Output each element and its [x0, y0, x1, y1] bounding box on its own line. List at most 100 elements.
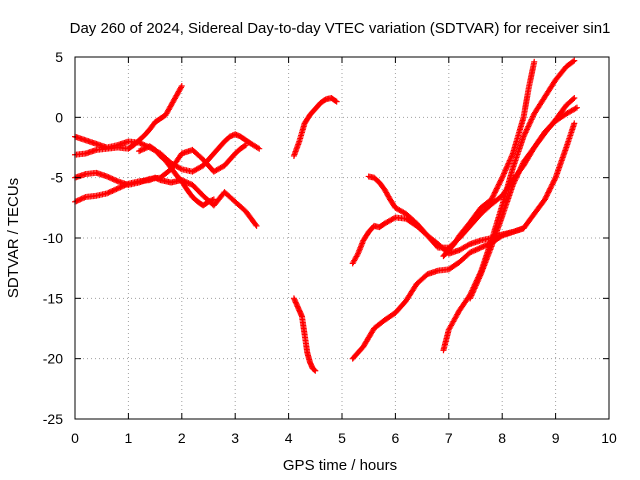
- data-point: [547, 185, 554, 192]
- data-point: [73, 198, 80, 205]
- series-arc-1: [72, 82, 185, 158]
- data-point: [471, 247, 478, 254]
- data-point: [206, 198, 213, 205]
- data-point: [124, 181, 131, 188]
- data-point: [109, 175, 116, 182]
- data-point: [104, 190, 111, 197]
- data-point: [148, 176, 155, 183]
- data-point: [120, 183, 127, 190]
- data-point: [570, 58, 577, 65]
- data-point: [209, 196, 216, 203]
- data-point: [112, 186, 119, 193]
- data-point: [542, 195, 549, 202]
- data-point: [117, 184, 124, 191]
- data-point: [77, 196, 84, 203]
- data-point: [112, 177, 119, 184]
- data-point: [551, 176, 558, 183]
- series-arc-9: [349, 120, 578, 362]
- x-tick-label: 6: [392, 430, 400, 446]
- series-arc-7: [290, 295, 319, 374]
- data-point: [106, 189, 113, 196]
- data-point: [254, 144, 261, 151]
- data-point: [113, 177, 120, 184]
- x-tick-label: 4: [285, 430, 293, 446]
- data-point: [233, 131, 240, 138]
- data-point: [354, 252, 361, 259]
- y-tick-label: -10: [43, 230, 63, 246]
- data-point: [226, 133, 233, 140]
- data-point: [110, 176, 117, 183]
- data-point: [178, 84, 185, 91]
- data-point: [81, 194, 88, 201]
- data-point: [149, 175, 156, 182]
- data-point: [242, 142, 249, 149]
- data-point: [121, 182, 128, 189]
- y-tick-label: -25: [43, 411, 63, 427]
- data-point: [137, 140, 144, 147]
- axis-ticks: [74, 56, 610, 420]
- data-point: [469, 248, 476, 255]
- data-point: [106, 174, 113, 181]
- series-arc-6: [290, 95, 340, 159]
- data-point: [140, 146, 147, 153]
- data-point: [122, 181, 129, 188]
- x-axis-title: GPS time / hours: [283, 457, 397, 474]
- data-point: [178, 82, 185, 89]
- data-point: [74, 197, 81, 204]
- data-point: [108, 188, 115, 195]
- data-point: [543, 192, 550, 199]
- data-point: [154, 175, 161, 182]
- data-point: [489, 193, 496, 200]
- x-tick-label: 5: [338, 430, 346, 446]
- series-arc-13: [467, 95, 578, 302]
- data-point: [571, 120, 578, 127]
- data-point: [138, 140, 145, 147]
- y-tick-label: -20: [43, 351, 63, 367]
- data-point: [116, 184, 123, 191]
- data-point: [467, 249, 474, 256]
- data-point: [136, 139, 143, 146]
- data-point: [477, 244, 484, 251]
- data-point: [495, 182, 502, 189]
- data-point: [544, 190, 551, 197]
- data-point: [498, 176, 505, 183]
- data-point: [136, 148, 143, 155]
- data-point: [234, 132, 241, 139]
- data-point: [571, 95, 578, 102]
- y-tick-label: -15: [43, 290, 63, 306]
- x-tick-label: 8: [498, 430, 506, 446]
- data-point: [137, 147, 144, 154]
- data-point: [312, 367, 319, 374]
- data-point: [146, 177, 153, 184]
- data-point: [141, 145, 148, 152]
- data-point: [488, 196, 495, 203]
- data-point: [547, 184, 554, 191]
- data-point: [152, 174, 159, 181]
- data-point: [573, 104, 580, 111]
- data-point: [497, 177, 504, 184]
- data-point: [497, 178, 504, 185]
- data-point: [105, 189, 112, 196]
- data-point: [253, 222, 260, 229]
- data-point: [114, 185, 121, 192]
- data-point: [76, 196, 83, 203]
- data-marks: [72, 57, 580, 374]
- data-point: [118, 183, 125, 190]
- data-point: [571, 57, 578, 64]
- data-point: [545, 189, 552, 196]
- data-point: [332, 97, 339, 104]
- data-point: [546, 186, 553, 193]
- series-arc-11: [440, 58, 538, 260]
- data-point: [108, 175, 115, 182]
- data-point: [550, 178, 557, 185]
- grid-lines: [75, 57, 609, 419]
- data-point: [210, 196, 217, 203]
- data-point: [472, 247, 479, 254]
- x-tick-label: 1: [125, 430, 133, 446]
- data-point: [490, 192, 497, 199]
- data-point: [229, 132, 236, 139]
- data-point: [256, 145, 263, 152]
- x-tick-label: 3: [231, 430, 239, 446]
- series-arc-5: [136, 143, 217, 209]
